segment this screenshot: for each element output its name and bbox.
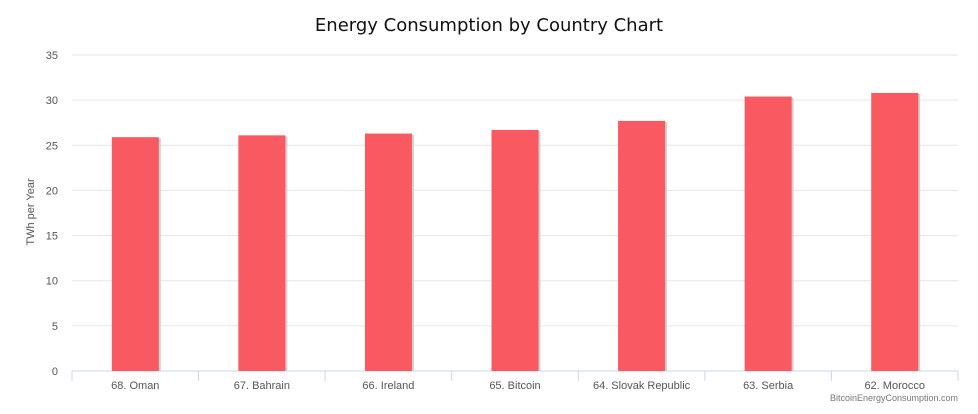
y-tick-label: 35	[46, 50, 58, 62]
y-tick-label: 0	[52, 366, 58, 378]
credit-text: BitcoinEnergyConsumption.com	[830, 393, 958, 403]
x-tick-label: 68. Oman	[111, 380, 159, 392]
bar	[618, 120, 666, 371]
bar	[111, 137, 159, 371]
y-axis-ticks: 0 5 10 15 20 25 30 35	[46, 50, 58, 378]
y-tick-label: 15	[46, 231, 58, 243]
x-tick-label: 62. Morocco	[864, 380, 925, 392]
x-tick-label: 65. Bitcoin	[489, 380, 540, 392]
bars	[111, 92, 921, 372]
chart-title: Energy Consumption by Country Chart	[315, 15, 663, 36]
y-tick-label: 10	[46, 276, 58, 288]
y-axis-label: TWh per Year	[25, 178, 37, 246]
x-axis-ticks: 68. Oman 67. Bahrain 66. Ireland 65. Bitcoi…	[71, 371, 959, 392]
bar	[744, 96, 792, 371]
y-tick-label: 30	[46, 95, 58, 107]
bar	[238, 135, 286, 371]
y-tick-label: 5	[52, 321, 58, 333]
bar	[871, 92, 919, 372]
y-tick-label: 25	[46, 140, 58, 152]
bar	[491, 129, 539, 371]
x-tick-label: 63. Serbia	[743, 380, 794, 392]
y-tick-label: 20	[46, 185, 58, 197]
bar	[364, 133, 412, 371]
x-tick-label: 67. Bahrain	[234, 380, 290, 392]
x-tick-label: 66. Ireland	[362, 380, 414, 392]
x-tick-label: 64. Slovak Republic	[593, 380, 691, 392]
